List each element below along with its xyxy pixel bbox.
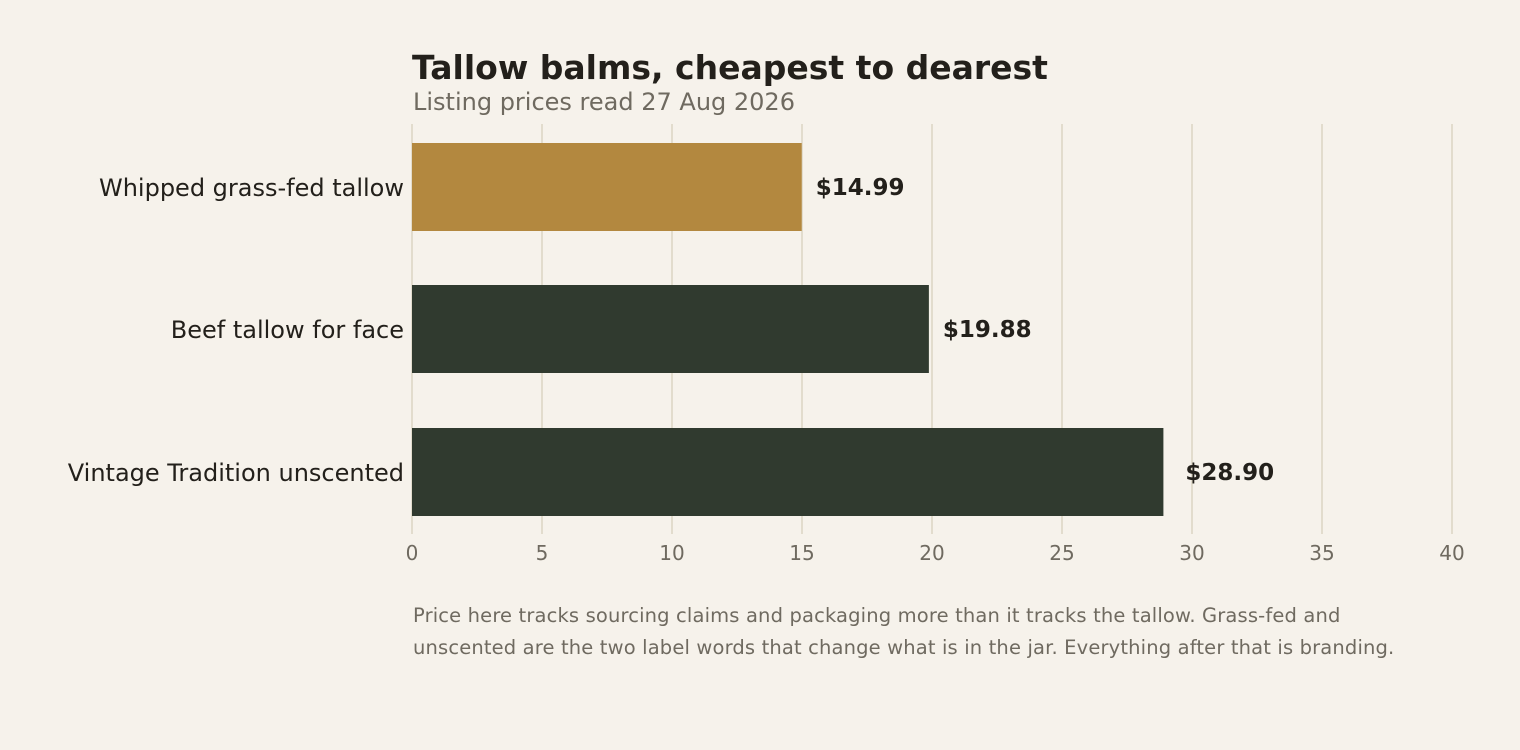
value-labels: $14.99 $19.88 $28.90 [816,175,1274,486]
x-tick-label: 30 [1179,541,1204,565]
value-label: $19.88 [943,317,1032,343]
x-axis-ticks: 0 5 10 15 20 25 30 35 40 [406,541,1465,565]
x-tick-label: 10 [659,541,684,565]
x-tick-label: 0 [406,541,419,565]
x-tick-label: 25 [1049,541,1074,565]
value-label: $14.99 [816,175,905,201]
x-tick-label: 40 [1439,541,1464,565]
chart-footnote: Price here tracks sourcing claims and pa… [413,604,1395,659]
chart-subtitle: Listing prices read 27 Aug 2026 [413,88,795,116]
category-label: Beef tallow for face [171,316,404,344]
bar [412,285,929,373]
category-label: Whipped grass-fed tallow [99,174,404,202]
x-tick-label: 15 [789,541,814,565]
bar [412,428,1164,516]
x-tick-label: 5 [536,541,549,565]
category-label: Vintage Tradition unscented [68,459,404,487]
chart-title: Tallow balms, cheapest to dearest [412,48,1048,87]
value-label: $28.90 [1185,460,1274,486]
bars [412,143,1164,516]
x-tick-label: 35 [1309,541,1334,565]
bar [412,143,802,231]
x-tick-label: 20 [919,541,944,565]
category-labels: Whipped grass-fed tallow Beef tallow for … [68,174,404,487]
